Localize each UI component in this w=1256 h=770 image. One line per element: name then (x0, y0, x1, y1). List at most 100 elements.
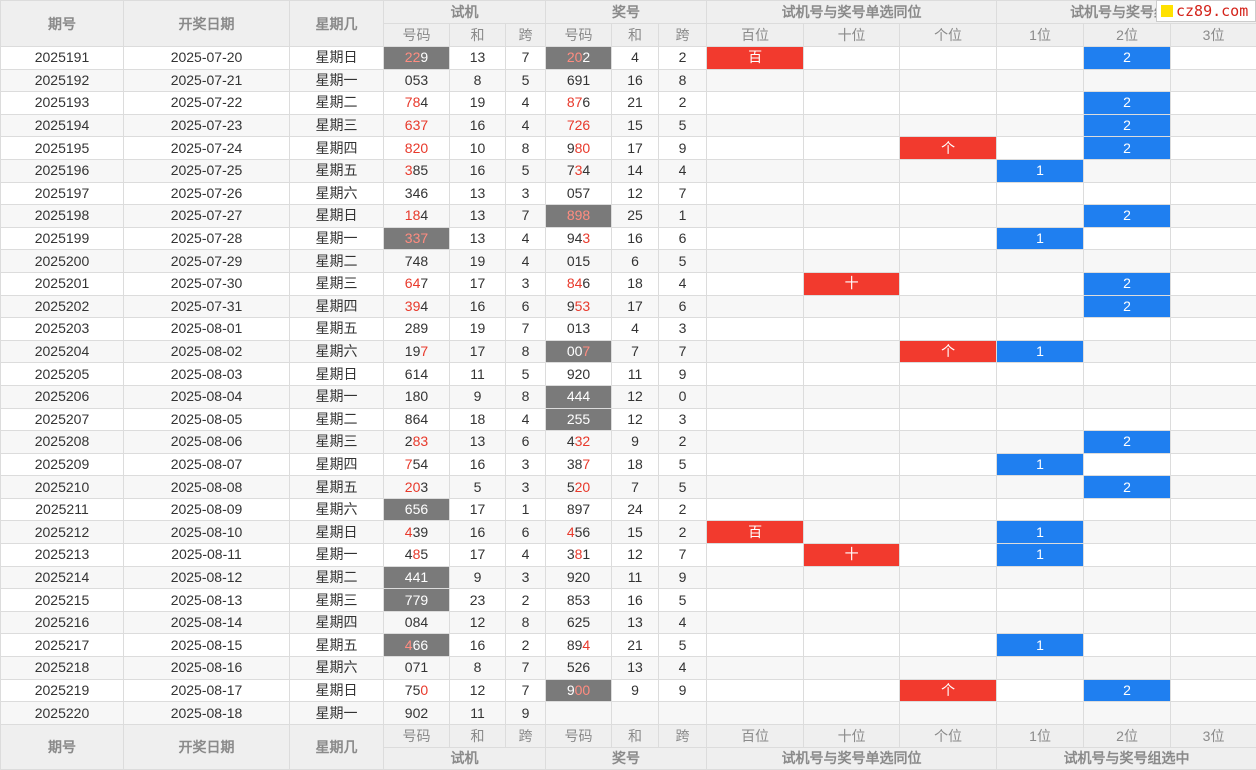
draw-sum-cell: 11 (612, 566, 659, 589)
tens-match-cell (804, 611, 900, 634)
draw-number-cell: 943 (546, 227, 612, 250)
trial-number-cell: 053 (384, 69, 450, 92)
date-cell: 2025-08-17 (124, 679, 290, 702)
draw-sum-cell: 16 (612, 589, 659, 612)
trial-number-cell-digit: 6 (405, 501, 413, 517)
hundreds-match-cell (707, 544, 804, 567)
group-2pos-cell (1084, 69, 1171, 92)
trial-number-cell: 394 (384, 295, 450, 318)
trial-number-cell-digit: 8 (405, 140, 413, 156)
draw-number-cell-digit: 2 (567, 411, 575, 427)
group-1pos-cell (997, 476, 1084, 499)
trial-number-cell-digit: 2 (405, 433, 413, 449)
tens-match-cell (804, 250, 900, 273)
date-cell: 2025-08-09 (124, 498, 290, 521)
group-1pos-cell (997, 498, 1084, 521)
group-3pos-cell (1171, 544, 1256, 567)
draw-number-cell-digit: 9 (567, 230, 575, 246)
col-weekday-header[interactable]: 星期几 (290, 1, 384, 47)
sub-header-trial-span: 跨 (506, 24, 546, 47)
group-2pos-cell: 2 (1084, 137, 1171, 160)
draw-number-cell-digit: 3 (567, 546, 575, 562)
trial-span-cell: 2 (506, 589, 546, 612)
period-cell: 2025211 (1, 498, 124, 521)
trial-number-cell: 784 (384, 92, 450, 115)
draw-number-cell: 898 (546, 205, 612, 228)
tens-match-cell (804, 431, 900, 454)
trial-number-cell-digit: 3 (405, 185, 413, 201)
tens-match-cell (804, 137, 900, 160)
trial-span-cell: 7 (506, 47, 546, 70)
draw-sum-cell: 15 (612, 114, 659, 137)
draw-sum-cell (612, 702, 659, 725)
draw-sum-cell: 25 (612, 205, 659, 228)
draw-number-cell-digit: 7 (582, 185, 590, 201)
footer-sub-1pos: 1位 (997, 724, 1084, 747)
trial-number-cell-digit: 0 (420, 682, 428, 698)
hundreds-match-cell (707, 453, 804, 476)
draw-sum-cell: 16 (612, 69, 659, 92)
draw-span-cell: 5 (659, 634, 707, 657)
trial-sum-cell: 19 (450, 318, 506, 341)
group-2pos-cell (1084, 611, 1171, 634)
date-cell: 2025-08-02 (124, 340, 290, 363)
draw-span-cell: 0 (659, 385, 707, 408)
draw-number-cell-digit: 5 (582, 614, 590, 630)
col-period-header[interactable]: 期号 (1, 1, 124, 47)
draw-number-cell: 432 (546, 431, 612, 454)
group-1pos-cell (997, 47, 1084, 70)
trial-span-cell: 7 (506, 657, 546, 680)
trial-sum-cell: 13 (450, 182, 506, 205)
draw-span-cell: 9 (659, 679, 707, 702)
sub-header-ones: 个位 (900, 24, 997, 47)
draw-number-cell-digit: 5 (582, 253, 590, 269)
group-1pos-cell (997, 702, 1084, 725)
trial-number-cell-digit: 6 (420, 637, 428, 653)
footer-sub-2pos: 2位 (1084, 724, 1171, 747)
weekday-cell: 星期二 (290, 408, 384, 431)
col-date-header[interactable]: 开奖日期 (124, 1, 290, 47)
weekday-cell: 星期一 (290, 227, 384, 250)
draw-number-cell-digit: 4 (567, 433, 575, 449)
group-1pos-cell (997, 385, 1084, 408)
group-3pos-cell (1171, 657, 1256, 680)
trial-sum-cell: 13 (450, 227, 506, 250)
trial-span-cell: 6 (506, 295, 546, 318)
trial-number-cell: 203 (384, 476, 450, 499)
draw-number-cell-digit: 9 (567, 569, 575, 585)
weekday-cell: 星期三 (290, 431, 384, 454)
trial-number-cell: 071 (384, 657, 450, 680)
draw-number-cell-digit: 6 (582, 117, 590, 133)
group-2pos-cell (1084, 566, 1171, 589)
trial-sum-cell: 17 (450, 544, 506, 567)
trial-sum-cell: 19 (450, 92, 506, 115)
period-cell: 2025215 (1, 589, 124, 612)
group-1pos-cell (997, 431, 1084, 454)
period-cell: 2025217 (1, 634, 124, 657)
tens-match-cell (804, 476, 900, 499)
hundreds-match-cell (707, 69, 804, 92)
draw-number-cell-digit: 8 (567, 592, 575, 608)
trial-number-cell: 197 (384, 340, 450, 363)
draw-sum-cell: 7 (612, 476, 659, 499)
group-3pos-cell (1171, 611, 1256, 634)
ones-match-cell (900, 295, 997, 318)
draw-number-cell-digit: 3 (582, 298, 590, 314)
hundreds-match-cell: 百 (707, 521, 804, 544)
draw-number-cell: 381 (546, 544, 612, 567)
sub-header-hundreds: 百位 (707, 24, 804, 47)
group-1pos-cell (997, 69, 1084, 92)
trial-number-cell-digit: 0 (405, 659, 413, 675)
period-cell: 2025194 (1, 114, 124, 137)
site-logo[interactable]: cz89.com (1156, 0, 1256, 22)
draw-sum-cell: 12 (612, 408, 659, 431)
group-3pos-cell (1171, 182, 1256, 205)
ones-match-cell (900, 566, 997, 589)
hundreds-match-cell (707, 498, 804, 521)
draw-number-cell: 456 (546, 521, 612, 544)
